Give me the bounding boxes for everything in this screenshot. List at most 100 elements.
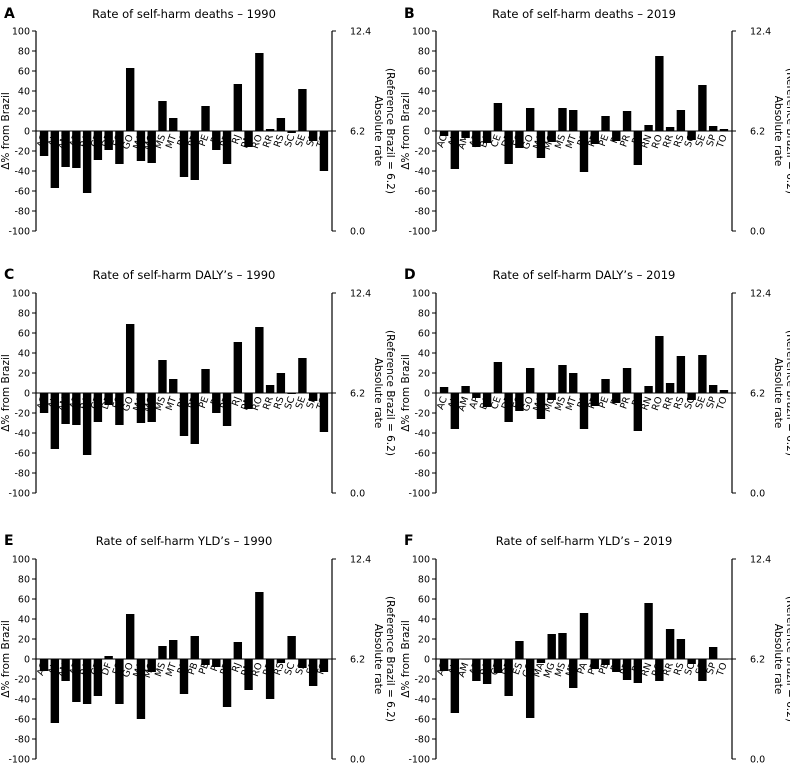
bar-pi xyxy=(212,131,221,150)
right-axis-title-line1: Absolute rate xyxy=(772,358,784,429)
left-tick-label: 0 xyxy=(424,127,430,138)
left-tick-label: -60 xyxy=(414,449,430,460)
bar-go xyxy=(125,68,135,131)
left-tick-label: 20 xyxy=(418,635,430,646)
bar-ap xyxy=(472,393,481,398)
bar-rj xyxy=(633,393,643,431)
bar-rn xyxy=(644,386,653,393)
bar-rs xyxy=(676,110,686,131)
bar-to xyxy=(719,659,729,660)
category-label: AL xyxy=(46,133,61,149)
category-label: AC xyxy=(35,661,50,677)
bar-pa xyxy=(579,393,589,429)
category-label: SC xyxy=(283,133,298,149)
left-axis-title: Δ% from Brazil xyxy=(400,92,412,170)
category-label: RJ xyxy=(630,395,644,408)
bar-rj xyxy=(633,659,643,683)
category-label: TO xyxy=(315,395,330,412)
category-label: RR xyxy=(261,395,276,412)
bar-mg xyxy=(147,131,156,163)
bar-pe xyxy=(601,116,610,131)
category-label: PB xyxy=(186,661,201,676)
left-tick-label: 60 xyxy=(418,595,430,606)
left-tick-label: 60 xyxy=(18,595,30,606)
bar-pe xyxy=(201,369,210,393)
category-label: BA xyxy=(78,661,93,677)
category-label: MA xyxy=(131,661,147,679)
right-axis-title-line1: Absolute rate xyxy=(372,358,384,429)
bar-es xyxy=(115,659,124,704)
category-label: SP xyxy=(705,133,719,148)
bar-pa xyxy=(579,613,589,659)
bar-rs xyxy=(676,356,686,393)
left-tick-label: -20 xyxy=(414,409,430,420)
right-tick-label: 0.0 xyxy=(750,227,765,238)
left-tick-label: 0 xyxy=(24,655,30,666)
bar-ms xyxy=(158,360,167,393)
left-tick-label: 20 xyxy=(418,107,430,118)
bar-pi xyxy=(612,393,621,403)
left-tick-label: 40 xyxy=(418,87,430,98)
chart-title: Rate of self-harm DALY’s – 1990 xyxy=(93,268,276,282)
bar-pa xyxy=(579,131,589,172)
category-label: RJ xyxy=(230,661,244,674)
bar-sc xyxy=(687,131,696,140)
bar-am xyxy=(461,659,470,660)
category-label: GO xyxy=(121,133,136,151)
category-label: PA xyxy=(176,395,190,410)
category-label: TO xyxy=(715,133,730,150)
bar-mt xyxy=(169,118,178,131)
category-label: PR xyxy=(218,661,233,677)
bar-sp xyxy=(708,647,718,659)
panel-b: B Rate of self-harm deaths – 2019 100 80 60 4… xyxy=(400,6,790,238)
bar-go xyxy=(525,108,535,131)
bar-ap xyxy=(72,131,81,168)
left-tick-label: 60 xyxy=(18,67,30,78)
category-label: AP xyxy=(68,661,83,677)
right-tick-label: 6.2 xyxy=(350,127,365,138)
right-tick-label: 6.2 xyxy=(750,127,765,138)
chart-title: Rate of self-harm DALY’s – 2019 xyxy=(493,268,676,282)
bar-mg xyxy=(547,131,556,142)
bar-pb xyxy=(190,393,199,444)
bar-se xyxy=(698,85,707,131)
category-label: ES xyxy=(111,661,125,676)
left-tick-label: 80 xyxy=(18,309,30,320)
category-label: BA xyxy=(478,395,493,411)
panel-letter: B xyxy=(404,6,415,22)
right-axis-title-line1: Absolute rate xyxy=(372,96,384,167)
chart-title: Rate of self-harm deaths – 1990 xyxy=(92,7,276,21)
bar-ce xyxy=(93,659,103,696)
bar-ma xyxy=(536,393,546,419)
category-label: CE xyxy=(489,133,504,149)
bar-pe xyxy=(601,379,610,393)
category-label: PI xyxy=(609,661,622,673)
category-label: RO xyxy=(250,133,265,150)
bar-es xyxy=(115,131,124,164)
right-tick-label: 12.4 xyxy=(350,555,371,566)
category-label: SC xyxy=(683,661,698,677)
left-tick-label: -40 xyxy=(14,695,30,706)
right-tick-label: 6.2 xyxy=(750,655,765,666)
left-axis-title: Δ% from Brazil xyxy=(0,354,12,432)
bar-pr xyxy=(622,111,632,131)
left-tick-label: 80 xyxy=(418,309,430,320)
right-axis-title-line1: Absolute rate xyxy=(772,96,784,167)
category-label: MG xyxy=(142,133,158,151)
left-tick-label: 80 xyxy=(418,575,430,586)
category-label: RO xyxy=(650,133,665,150)
bar-al xyxy=(50,131,60,188)
bar-sc xyxy=(287,131,296,133)
bar-al xyxy=(50,393,60,449)
category-label: PE xyxy=(597,133,611,148)
bar-sp xyxy=(308,659,318,686)
left-tick-label: 80 xyxy=(18,47,30,58)
right-tick-label: 0.0 xyxy=(350,755,365,766)
bar-ro xyxy=(255,327,264,393)
category-label: PI xyxy=(209,661,222,673)
right-tick-label: 6.2 xyxy=(750,389,765,400)
category-label: PI xyxy=(209,395,222,407)
category-label: DF xyxy=(100,133,115,149)
category-label: RR xyxy=(661,395,676,412)
category-label: PA xyxy=(576,133,590,148)
